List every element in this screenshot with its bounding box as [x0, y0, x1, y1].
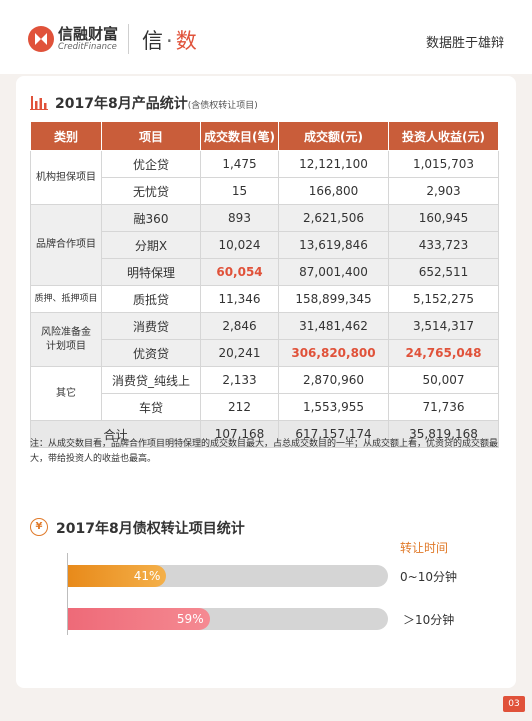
project-cell: 无忧贷 — [101, 177, 201, 205]
logo-subtext: CreditFinance — [58, 42, 117, 52]
income-cell: 160,945 — [388, 204, 499, 232]
project-cell: 优资贷 — [101, 339, 201, 367]
project-cell: 分期X — [101, 231, 201, 259]
project-cell: 车贷 — [101, 393, 201, 421]
count-cell: 212 — [200, 393, 279, 421]
project-cell: 优企贷 — [101, 150, 201, 178]
yen-coin-icon: ¥ — [30, 518, 48, 536]
column-header: 成交额(元) — [278, 121, 389, 151]
project-cell: 质抵贷 — [101, 285, 201, 313]
page-header: 信融财富 CreditFinance 信 · 数 数据胜于雄辩 — [0, 0, 532, 74]
table-row: 质押、抵押项目 质抵贷 11,346 158,899,345 5,152,275 — [30, 285, 499, 313]
income-cell: 2,903 — [388, 177, 499, 205]
category-cell: 其它 — [30, 366, 102, 421]
count-cell: 15 — [200, 177, 279, 205]
amount-cell: 158,899,345 — [278, 285, 389, 313]
table-row: 机构担保项目 优企贷 1,475 12,121,100 1,015,703 — [30, 150, 499, 205]
income-cell: 5,152,275 — [388, 285, 499, 313]
amount-cell: 1,553,955 — [278, 393, 389, 421]
section1-title-text: 2017年8月产品统计 — [55, 96, 188, 112]
table-row: 分期X 10,024 13,619,846 433,723 — [31, 231, 499, 259]
total-amount: 617,157,174 — [278, 420, 389, 448]
count-cell: 893 — [200, 204, 279, 232]
count-cell: 20,241 — [200, 339, 279, 367]
brand-left: 信 — [142, 29, 163, 53]
table-row: 优资贷 20,241 306,820,800 24,765,048 — [31, 339, 499, 367]
amount-cell: 2,621,506 — [278, 204, 389, 232]
amount-cell: 12,121,100 — [278, 150, 389, 178]
project-cell: 融360 — [101, 204, 201, 232]
project-cell: 消费贷 — [101, 312, 201, 340]
slogan: 数据胜于雄辩 — [425, 36, 504, 51]
brand-title: 信 · 数 — [142, 25, 197, 55]
count-cell: 11,346 — [200, 285, 279, 313]
bar-track: 59% — [68, 608, 388, 630]
count-cell-highlight: 60,054 — [200, 258, 279, 286]
total-count: 107,168 — [200, 420, 279, 448]
section1-title: 2017年8月产品统计(含债权转让项目) — [55, 93, 258, 113]
table-row: 无忧贷 15 166,800 2,903 — [31, 177, 499, 205]
column-header: 成交数目(笔) — [200, 121, 279, 151]
bar-category-label: ＞10分钟 — [403, 613, 455, 627]
total-income: 35,819,168 — [388, 420, 499, 448]
bar-track: 41% — [68, 565, 388, 587]
bar-chart-icon — [30, 96, 48, 110]
bar-fill — [68, 608, 210, 630]
income-cell: 652,511 — [388, 258, 499, 286]
brand-dot: · — [166, 29, 173, 53]
count-cell: 2,846 — [200, 312, 279, 340]
category-line: 风险准备金 — [41, 326, 91, 338]
page-number: 03 — [503, 696, 525, 712]
category-cell: 风险准备金 计划项目 — [30, 312, 102, 367]
category-line: 计划项目 — [46, 340, 86, 352]
header-divider — [128, 24, 129, 54]
column-header: 类别 — [30, 121, 102, 151]
bar-percent-label: 59% — [176, 612, 204, 626]
brand-right: 数 — [175, 29, 197, 53]
table-note: 注：从成交数目看，品牌合作项目明特保理的成交数目最大，占总成交数目的一半；从成交… — [30, 439, 499, 464]
logo-text: 信融财富 — [58, 25, 119, 43]
project-cell: 明特保理 — [101, 258, 201, 286]
table-row: 车贷 212 1,553,955 71,736 — [31, 393, 499, 421]
section1-subtitle: (含债权转让项目) — [187, 101, 258, 111]
bar-category-label: 0~10分钟 — [400, 570, 457, 584]
transfer-time-header: 转让时间 — [400, 541, 449, 555]
table-row: 品牌合作项目 融360 893 2,621,506 160,945 — [30, 204, 499, 286]
amount-cell: 2,870,960 — [278, 366, 389, 394]
income-cell: 3,514,317 — [388, 312, 499, 340]
income-cell-highlight: 24,765,048 — [388, 339, 499, 367]
table-row: 其它 消费贷_纯线上 2,133 2,870,960 50,007 — [30, 366, 499, 421]
total-label: 合计 — [30, 420, 201, 448]
income-cell: 50,007 — [388, 366, 499, 394]
amount-cell: 87,001,400 — [278, 258, 389, 286]
column-header: 投资人收益(元) — [388, 121, 499, 151]
amount-cell: 13,619,846 — [278, 231, 389, 259]
income-cell: 71,736 — [388, 393, 499, 421]
table-row: 明特保理 60,054 87,001,400 652,511 — [31, 258, 499, 286]
income-cell: 433,723 — [388, 231, 499, 259]
product-stats-table: 类别 项目 成交数目(笔) 成交额(元) 投资人收益(元) 机构担保项目 优企贷… — [30, 121, 499, 448]
bar-axis-line — [67, 553, 68, 635]
column-header: 项目 — [101, 121, 201, 151]
project-cell: 消费贷_纯线上 — [101, 366, 201, 394]
section2-title: 2017年8月债权转让项目统计 — [56, 521, 245, 537]
income-cell: 1,015,703 — [388, 150, 499, 178]
amount-cell: 31,481,462 — [278, 312, 389, 340]
category-cell: 机构担保项目 — [30, 150, 102, 205]
bar-percent-label: 41% — [133, 569, 161, 583]
count-cell: 2,133 — [200, 366, 279, 394]
table-total-row: 合计 107,168 617,157,174 35,819,168 — [30, 420, 499, 448]
category-cell: 质押、抵押项目 — [30, 285, 102, 313]
table-row: 风险准备金计划项目 消费贷 2,846 31,481,462 3,514,317 — [30, 312, 499, 367]
table-header-row: 类别 项目 成交数目(笔) 成交额(元) 投资人收益(元) — [30, 121, 499, 151]
bar-fill — [68, 565, 167, 587]
count-cell: 1,475 — [200, 150, 279, 178]
count-cell: 10,024 — [200, 231, 279, 259]
amount-cell-highlight: 306,820,800 — [278, 339, 389, 367]
category-cell: 品牌合作项目 — [30, 204, 102, 286]
amount-cell: 166,800 — [278, 177, 389, 205]
logo-icon — [28, 26, 54, 52]
